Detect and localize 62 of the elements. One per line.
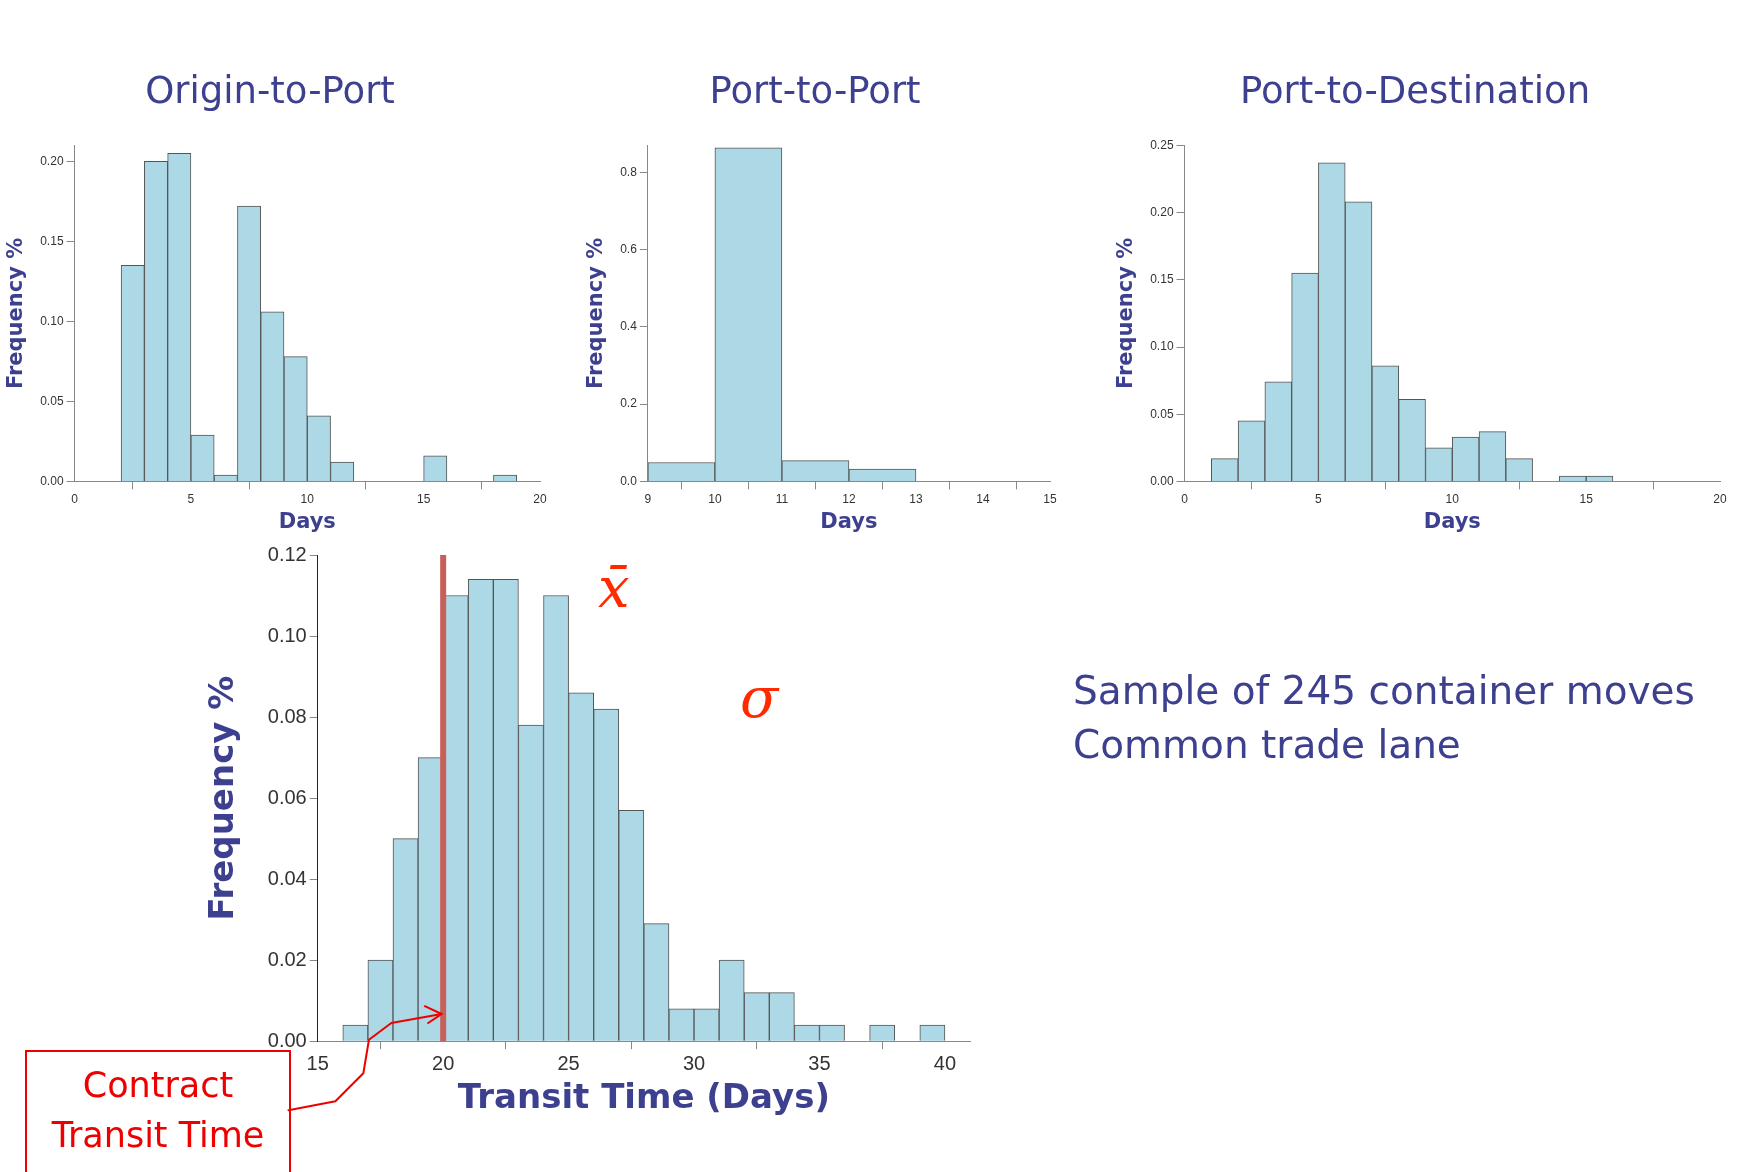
y-tick-label: 0.20	[40, 153, 64, 168]
y-tick-label: 0.15	[40, 233, 64, 248]
x-axis-title: Days	[820, 508, 878, 533]
text: Common trade lane	[1073, 722, 1461, 767]
x-tick-label: 30	[682, 1051, 706, 1074]
y-tick-label: 0.4	[620, 319, 638, 334]
y-tick-label: 0.8	[620, 164, 638, 179]
x-axis-title: Days	[1423, 508, 1481, 533]
y-tick-label: 0.06	[267, 785, 307, 808]
y-tick-label: 0.08	[267, 704, 307, 727]
y-tick-label: 0.05	[40, 393, 64, 408]
y-tick-label: 0.10	[267, 623, 307, 646]
x-tick-label: 20	[1713, 491, 1727, 506]
chart-title: Port-to-Destination	[1239, 68, 1591, 112]
x-tick-label: 13	[909, 491, 923, 506]
y-tick-label: 0.02	[267, 947, 307, 970]
x-tick-label: 15	[416, 491, 431, 506]
y-axis-title: Frequency %	[3, 237, 28, 390]
y-tick-label: 0.2	[620, 396, 638, 411]
y-tick-label: 0.10	[40, 313, 64, 328]
y-tick-label: 0.10	[1150, 339, 1174, 354]
y-tick-label: 0.15	[1150, 272, 1174, 287]
y-tick-label: 0.0	[620, 473, 638, 488]
x-tick-label: 15	[1579, 491, 1594, 506]
x-tick-label: 0	[71, 491, 79, 506]
x-tick-label: 5	[187, 491, 195, 506]
x-tick-label: 35	[808, 1051, 831, 1074]
x-axis-title: Transit Time (Days)	[457, 1076, 830, 1117]
y-tick-label: 0.6	[620, 241, 638, 256]
y-tick-label: 0.00	[40, 473, 64, 488]
y-axis-title: Frequency %	[201, 675, 242, 921]
x-tick-label: 0	[1181, 491, 1189, 506]
x-tick-label: 11	[775, 491, 789, 506]
ref-line-label: Contract Transit Time	[25, 1050, 291, 1172]
y-axis-title: Frequency %	[1113, 237, 1138, 390]
y-tick-label: 0.05	[1150, 406, 1174, 421]
annotation: σ	[740, 665, 779, 730]
x-tick-label: 12	[842, 491, 856, 506]
y-tick-label: 0.04	[267, 866, 307, 889]
x-axis-title: Days	[278, 508, 336, 533]
annotation: x̄	[598, 555, 630, 620]
y-tick-label: 0.00	[1150, 473, 1174, 488]
y-tick-label: 0.25	[1150, 137, 1174, 152]
x-tick-label: 10	[708, 491, 722, 506]
text: Sample of 245 container moves	[1073, 668, 1695, 713]
x-tick-label: 9	[644, 491, 652, 506]
chart-title: Port-to-Port	[709, 68, 921, 112]
x-tick-label: 5	[1315, 491, 1323, 506]
x-tick-label: 10	[1445, 491, 1460, 506]
x-tick-label: 20	[432, 1051, 455, 1074]
x-tick-label: 20	[533, 491, 547, 506]
x-tick-label: 14	[976, 491, 990, 506]
chart-title: Origin-to-Port	[145, 68, 395, 112]
x-tick-label: 10	[300, 491, 315, 506]
x-tick-label: 40	[933, 1051, 957, 1074]
y-tick-label: 0.00	[267, 1028, 307, 1051]
y-tick-label: 0.20	[1150, 204, 1174, 219]
x-tick-label: 15	[306, 1051, 329, 1074]
x-tick-label: 25	[557, 1051, 580, 1074]
y-tick-label: 0.12	[267, 542, 307, 565]
y-axis-title: Frequency %	[583, 237, 608, 390]
x-tick-label: 15	[1043, 491, 1057, 506]
